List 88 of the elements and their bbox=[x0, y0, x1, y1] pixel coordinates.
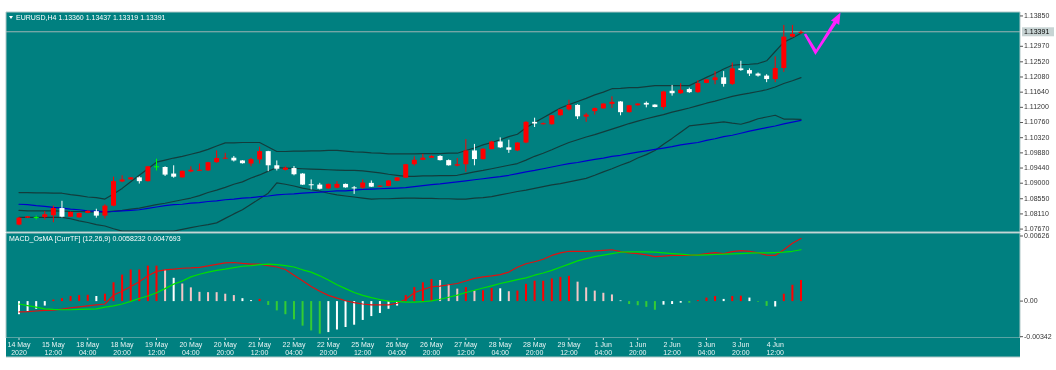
bar bbox=[198, 291, 201, 302]
bar bbox=[301, 301, 304, 326]
bar bbox=[791, 284, 794, 302]
bar bbox=[507, 291, 510, 302]
bar bbox=[224, 293, 227, 302]
candlestick bbox=[609, 95, 615, 109]
bar bbox=[60, 298, 63, 302]
bar bbox=[765, 301, 768, 306]
bar bbox=[499, 288, 502, 302]
bar bbox=[645, 301, 648, 307]
bar bbox=[78, 295, 81, 302]
bar bbox=[482, 290, 485, 302]
candlestick bbox=[351, 185, 357, 195]
bar bbox=[155, 265, 158, 302]
bar bbox=[129, 269, 132, 302]
bar bbox=[258, 298, 261, 302]
bar bbox=[782, 293, 785, 302]
line-series bbox=[18, 114, 802, 232]
bar bbox=[353, 301, 356, 325]
candlestick bbox=[377, 184, 383, 188]
bar bbox=[318, 301, 321, 334]
bar bbox=[121, 274, 124, 302]
bar bbox=[215, 292, 218, 302]
bar bbox=[112, 282, 115, 302]
candlestick bbox=[420, 153, 426, 161]
bar bbox=[207, 292, 210, 302]
bar bbox=[103, 293, 106, 302]
bar bbox=[636, 301, 639, 306]
bar bbox=[86, 294, 89, 302]
bar bbox=[585, 287, 588, 302]
bar bbox=[172, 277, 175, 302]
bar bbox=[95, 296, 98, 302]
candlestick bbox=[566, 99, 572, 111]
bar bbox=[344, 301, 347, 327]
bar bbox=[464, 287, 467, 302]
bar bbox=[335, 301, 338, 330]
candlestick bbox=[119, 174, 125, 183]
candlestick bbox=[772, 55, 778, 83]
bar bbox=[473, 290, 476, 302]
bar bbox=[164, 269, 167, 302]
bar bbox=[800, 279, 802, 302]
bar bbox=[490, 288, 493, 302]
candlestick bbox=[712, 70, 718, 85]
bar bbox=[602, 292, 605, 302]
line-series bbox=[18, 249, 802, 311]
bar bbox=[43, 301, 46, 306]
bar bbox=[774, 301, 777, 307]
bar bbox=[567, 275, 570, 302]
bar bbox=[310, 301, 313, 331]
bar bbox=[722, 298, 725, 302]
bar bbox=[525, 283, 528, 302]
bar bbox=[292, 301, 295, 320]
candlestick bbox=[729, 62, 735, 86]
candlestick bbox=[471, 143, 477, 166]
candlestick bbox=[798, 29, 804, 35]
bar bbox=[671, 301, 674, 305]
bar bbox=[232, 295, 235, 302]
bar bbox=[413, 287, 416, 302]
bar bbox=[550, 278, 553, 302]
bar bbox=[593, 290, 596, 302]
bar bbox=[662, 301, 665, 305]
bar bbox=[69, 296, 72, 302]
bar bbox=[189, 287, 192, 302]
candlestick bbox=[308, 178, 314, 190]
line-series bbox=[18, 32, 802, 200]
bar bbox=[327, 301, 330, 333]
candlestick bbox=[463, 138, 469, 173]
candlestick bbox=[755, 72, 761, 78]
bar bbox=[739, 295, 742, 302]
bar bbox=[653, 301, 656, 310]
bar bbox=[542, 280, 545, 302]
bar bbox=[181, 283, 184, 302]
bar bbox=[284, 301, 287, 315]
bar bbox=[421, 282, 424, 302]
bar bbox=[559, 276, 562, 302]
bar bbox=[26, 301, 29, 311]
bar bbox=[146, 265, 149, 302]
bar bbox=[533, 280, 536, 302]
bar bbox=[731, 296, 734, 302]
bar bbox=[576, 281, 579, 302]
bar bbox=[138, 269, 141, 302]
bar bbox=[628, 301, 631, 305]
bar bbox=[241, 298, 244, 302]
bar bbox=[275, 301, 278, 311]
bar bbox=[714, 296, 717, 302]
bar bbox=[610, 294, 613, 302]
bar bbox=[516, 290, 519, 302]
bar bbox=[267, 301, 270, 305]
